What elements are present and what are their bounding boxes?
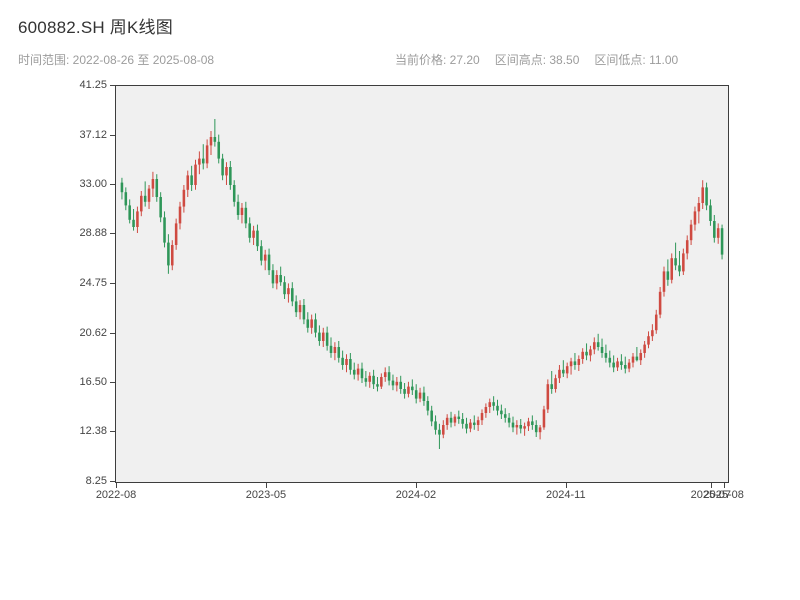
y-axis-tick-label: 20.62 — [79, 326, 107, 339]
x-axis-tick-label: 2022-08 — [95, 489, 137, 501]
y-axis-tick-mark — [110, 431, 115, 433]
y-axis-tick-label: 33.00 — [79, 178, 107, 190]
x-axis-tick-label: 2025-08 — [703, 489, 744, 501]
x-axis-tick-label: 2024-11 — [546, 489, 586, 501]
y-axis-tick-label: 16.50 — [79, 376, 107, 388]
x-axis-tick-mark — [265, 483, 267, 488]
x-axis-tick-label: 2023-05 — [245, 489, 287, 501]
y-axis-tick-label: 28.88 — [79, 227, 107, 240]
y-axis-tick-label: 41.25 — [79, 79, 107, 91]
x-axis-tick-mark — [723, 483, 725, 488]
range-high-stat: 区间高点: 38.50 — [494, 53, 580, 67]
y-axis-tick-mark — [110, 332, 115, 334]
summary-stats: 当前价格: 27.20 区间高点: 38.50 区间低点: 11.00 — [395, 51, 678, 68]
y-axis-tick-mark — [110, 283, 115, 284]
y-axis-tick-mark — [110, 184, 115, 185]
y-axis-tick-mark — [110, 233, 115, 235]
y-axis-tick-label: 37.12 — [79, 128, 107, 141]
y-axis-tick-label: 8.25 — [85, 475, 107, 487]
time-range-label: 时间范围: 2022-08-26 至 2025-08-08 — [18, 53, 215, 67]
page-title: 600882.SH 周K线图 — [18, 18, 173, 37]
y-axis-tick-mark — [110, 134, 115, 136]
x-axis-tick-label: 2024-02 — [395, 489, 437, 501]
x-axis-tick-mark — [415, 483, 417, 488]
current-price-stat: 当前价格: 27.20 — [395, 53, 480, 67]
plot-area — [115, 85, 729, 483]
x-axis-tick-mark — [710, 483, 712, 488]
x-axis-tick-mark — [116, 483, 117, 488]
y-axis-tick-label: 24.75 — [79, 277, 107, 289]
x-axis-tick-label: 2025-07 — [690, 489, 732, 501]
y-axis-tick-label: 12.38 — [79, 425, 107, 438]
y-axis-tick-mark — [110, 85, 115, 86]
y-axis-tick-mark — [110, 481, 115, 482]
range-low-stat: 区间低点: 11.00 — [594, 53, 679, 67]
candlestick-canvas — [120, 119, 724, 449]
y-axis-tick-mark — [110, 382, 115, 383]
x-axis-tick-mark — [565, 483, 567, 488]
